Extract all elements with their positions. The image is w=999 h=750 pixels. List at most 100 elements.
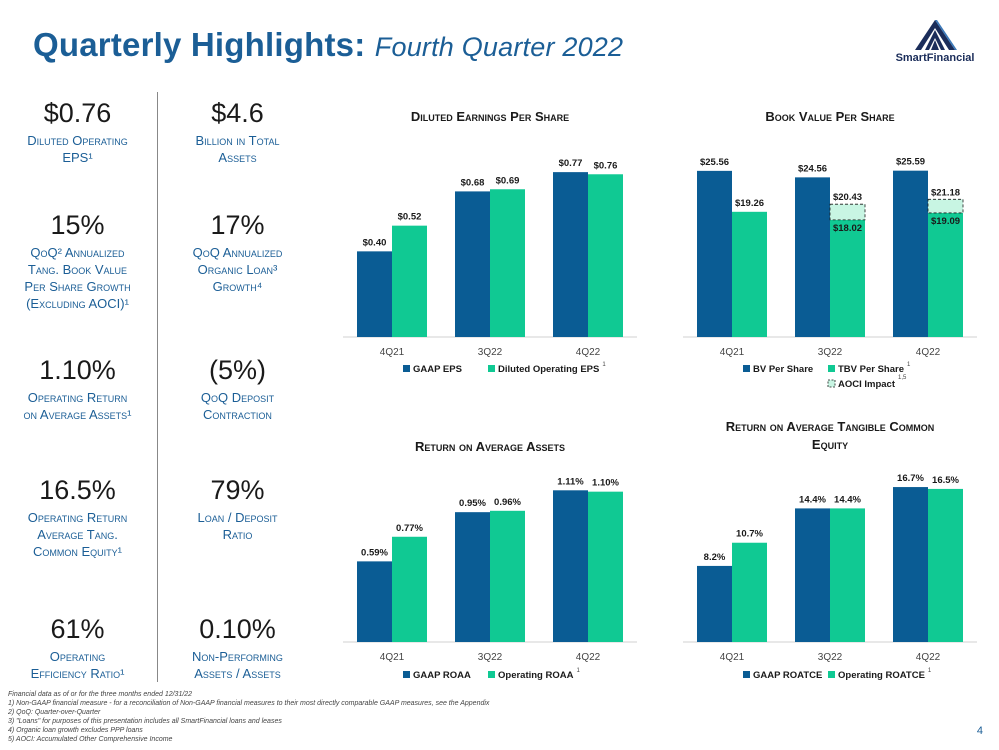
chart-plot: $0.40 $0.52 4Q21 $0.68 $0.69 3Q22 $0.77 $0.76 4Q… [343, 158, 637, 375]
footnote: 5) AOCI: Accumulated Other Comprehensive… [8, 736, 173, 743]
chart-plot: 8.2% 10.7% 4Q21 14.4% 14.4% 3Q22 16.7% 16.5% 4Q2… [683, 473, 977, 681]
bar-gaap-eps [357, 251, 392, 337]
data-label: 16.7% [897, 473, 924, 484]
legend-swatch [488, 671, 495, 678]
kpi-label: Operating Return on Average Assets¹ [23, 390, 132, 422]
kpi-value: 16.5% [39, 475, 116, 505]
legend-label: Operating ROATCE [838, 670, 925, 681]
data-label: $0.52 [398, 212, 422, 223]
x-tick-label: 4Q21 [720, 652, 745, 663]
legend-swatch [403, 365, 410, 372]
page-title-sub: Fourth Quarter 2022 [374, 32, 624, 62]
bar-diluted-operating-eps [490, 189, 525, 337]
legend-label: GAAP ROATCE [753, 670, 822, 681]
data-label: $25.56 [700, 157, 729, 168]
footnote: 2) QoQ: Quarter-over-Quarter [8, 709, 101, 716]
kpi-deposit-contraction: (5%) QoQ Deposit Contraction [160, 355, 315, 423]
kpi-value: 0.10% [199, 614, 276, 644]
legend-label: GAAP ROAA [413, 670, 471, 681]
kpi-label: QoQ Annualized Organic Loan³ Growth⁴ [192, 245, 283, 294]
bar-tbv-per-share [830, 219, 865, 337]
x-tick-label: 3Q22 [478, 652, 503, 663]
legend-footnote-marker: 1 [602, 362, 606, 368]
kpi-label: Operating Return Average Tang. Common Equi… [27, 510, 128, 559]
legend-swatch [488, 365, 495, 372]
chart-title: Return on Average Assets [414, 439, 566, 454]
chart-plot: 0.59% 0.77% 4Q21 0.95% 0.96% 3Q22 1.11% 1.10% 4Q… [343, 476, 637, 681]
legend-swatch [828, 365, 835, 372]
chart-title: Diluted Earnings Per Share [410, 109, 570, 124]
footnote: 4) Organic loan growth excludes PPP loan… [8, 727, 143, 734]
legend-label: TBV Per Share [838, 364, 904, 375]
page-title-main: Quarterly Highlights: [33, 26, 366, 63]
kpi-label: QoQ² Annualized Tang. Book Value Per Share… [24, 245, 131, 311]
x-tick-label: 3Q22 [818, 652, 843, 663]
x-tick-label: 4Q22 [576, 347, 601, 358]
legend-footnote-marker: 1 [576, 668, 580, 674]
x-tick-label: 4Q21 [380, 652, 405, 663]
bar-aoci-impact [927, 198, 964, 214]
page-title: Quarterly Highlights: Fourth Quarter 202… [33, 26, 623, 64]
kpi-label: Loan / Deposit Ratio [197, 510, 278, 542]
legend-footnote-marker: 1 [907, 362, 911, 368]
kpi-label: Diluted Operating EPS¹ [27, 133, 128, 165]
bar-gaap-eps [455, 191, 490, 337]
chart-title: Return on Average Tangible Common Equity [725, 419, 935, 452]
company-logo: SmartFinancial [885, 18, 985, 66]
legend-label: Diluted Operating EPS [498, 364, 599, 375]
data-label: 1.10% [592, 478, 619, 489]
legend-label: AOCI Impact [838, 379, 896, 390]
logo-text: SmartFinancial [895, 52, 975, 64]
bar-diluted-operating-eps [392, 225, 427, 337]
x-tick-label: 3Q22 [478, 347, 503, 358]
chart-diluted-eps: Diluted Earnings Per Share $0.40 $0.52 4Q2… [325, 100, 655, 390]
x-tick-label: 4Q21 [380, 347, 405, 358]
data-label: $24.56 [798, 163, 827, 174]
kpi-operating-roatce: 16.5% Operating Return Average Tang. Commo… [0, 475, 155, 560]
column-divider [157, 92, 158, 682]
data-label: 8.2% [704, 552, 726, 563]
kpi-operating-roaa: 1.10% Operating Return on Average Assets¹ [0, 355, 155, 423]
bar-aoci-impact [829, 203, 866, 221]
data-label: 1.11% [557, 476, 584, 487]
kpi-diluted-operating-eps: $0.76 Diluted Operating EPS¹ [0, 98, 155, 166]
data-label: $0.40 [363, 237, 387, 248]
data-label: 14.4% [834, 494, 861, 505]
kpi-value: (5%) [208, 355, 266, 385]
bar-tbv-per-share [732, 211, 767, 337]
kpi-label: QoQ Deposit Contraction [200, 390, 275, 422]
legend-label: GAAP EPS [413, 364, 462, 375]
kpi-tbv-growth: 15% QoQ² Annualized Tang. Book Value Per S… [0, 210, 155, 312]
chart-book-value: Book Value Per Share $25.56 $19.26 4Q21 $24… [665, 100, 995, 390]
bar-gaap-roaa [357, 561, 392, 642]
bar-operating-roatce [830, 508, 865, 642]
kpi-value: 61% [50, 614, 105, 644]
bar-operating-roaa [392, 536, 427, 642]
bar-gaap-roatce [893, 487, 928, 642]
kpi-loan-deposit-ratio: 79% Loan / Deposit Ratio [160, 475, 315, 543]
data-label: $21.18 [931, 187, 960, 198]
bar-operating-roaa [490, 510, 525, 642]
kpi-efficiency-ratio: 61% Operating Efficiency Ratio¹ [0, 614, 155, 682]
legend-swatch [743, 365, 750, 372]
bar-tbv-per-share [928, 212, 963, 337]
legend-swatch [827, 379, 836, 388]
kpi-value: 1.10% [39, 355, 116, 385]
chart-roaa: Return on Average Assets 0.59% 0.77% 4Q21 0… [325, 430, 655, 690]
data-label: $18.02 [833, 223, 862, 234]
chart-roatce: Return on Average Tangible Common Equity… [665, 410, 995, 690]
pyramid-logo-icon [915, 20, 957, 50]
data-label: 0.59% [361, 547, 388, 558]
legend-swatch [743, 671, 750, 678]
chart-plot: $25.56 $19.26 4Q21 $24.56 $20.43 $18.02 3Q22 $2… [683, 157, 977, 390]
x-tick-label: 4Q22 [916, 652, 941, 663]
data-label: $0.68 [461, 177, 485, 188]
bar-operating-roatce [732, 542, 767, 642]
x-tick-label: 4Q22 [916, 347, 941, 358]
bar-operating-roaa [588, 491, 623, 642]
data-label: $0.77 [559, 158, 583, 169]
bar-bv-per-share [795, 177, 830, 337]
x-tick-label: 4Q22 [576, 652, 601, 663]
bar-diluted-operating-eps [588, 174, 623, 337]
kpi-label: Operating Efficiency Ratio¹ [30, 649, 125, 681]
